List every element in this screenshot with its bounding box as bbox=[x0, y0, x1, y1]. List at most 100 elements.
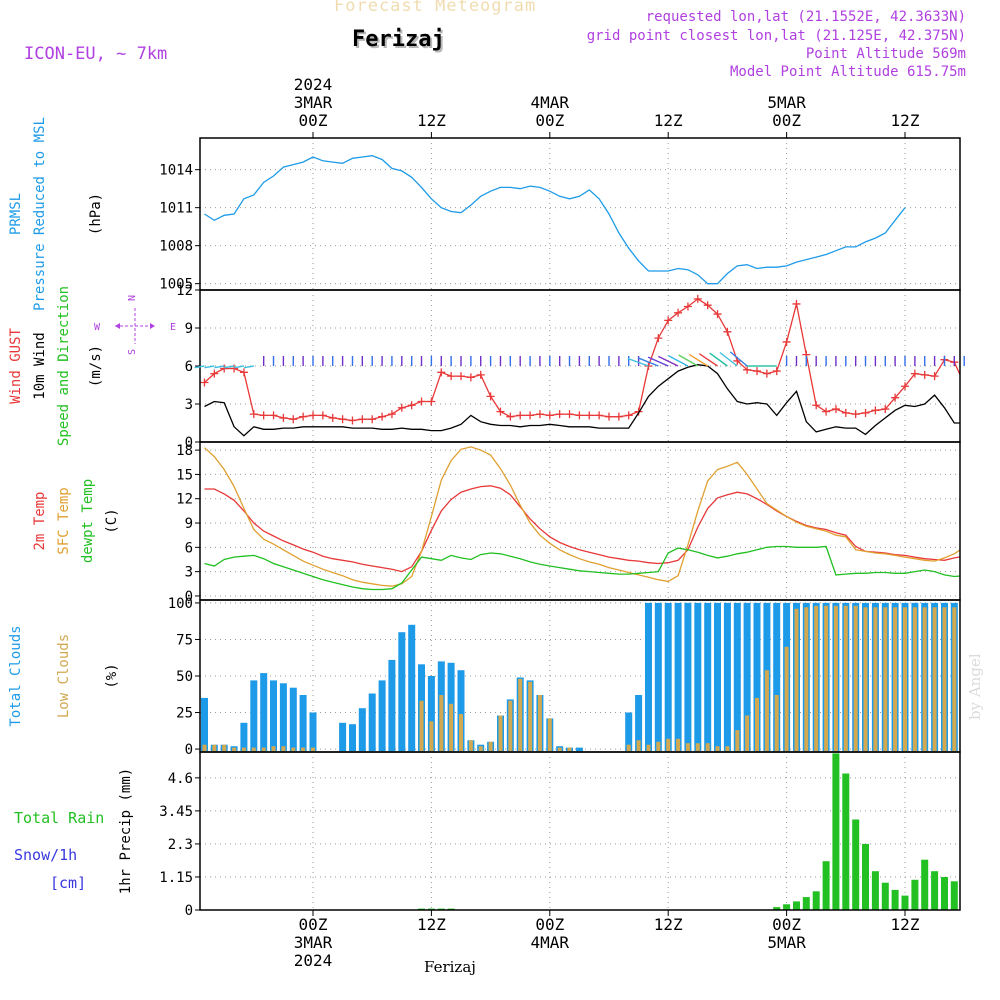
wind-direction-arrow bbox=[729, 351, 748, 367]
gust-marker bbox=[644, 362, 653, 370]
gust-marker bbox=[486, 392, 495, 401]
bar-total-clouds bbox=[289, 687, 297, 752]
bar-total-clouds bbox=[457, 670, 465, 752]
model-altitude: Model Point Altitude 615.75m bbox=[729, 64, 966, 80]
gust-marker bbox=[506, 412, 515, 421]
time-label-top: 12Z bbox=[891, 111, 920, 130]
y-axis-label: Speed and Direction bbox=[56, 286, 72, 446]
bar-low-clouds bbox=[735, 730, 740, 752]
bar-low-clouds bbox=[646, 744, 651, 752]
gust-marker bbox=[812, 401, 821, 410]
bar-total-rain bbox=[871, 871, 879, 910]
y-tick-label: 1005 bbox=[159, 277, 193, 293]
bar-low-clouds bbox=[518, 678, 523, 752]
legend-total-rain: Total Rain bbox=[14, 809, 104, 827]
gust-marker bbox=[259, 411, 268, 420]
gust-marker bbox=[772, 367, 781, 376]
y-axis-label: Wind GUST bbox=[8, 328, 24, 404]
gust-marker bbox=[851, 410, 860, 419]
panel-precip-plot bbox=[200, 752, 960, 910]
bar-total-clouds bbox=[645, 602, 652, 752]
gust-marker bbox=[210, 369, 219, 378]
compass-north: N bbox=[127, 295, 138, 301]
y-axis-label: dewpt Temp bbox=[80, 479, 96, 563]
unit-label: (m/s) bbox=[88, 345, 104, 387]
y-axis-label: 1hr Precip (mm) bbox=[118, 768, 134, 894]
bar-low-clouds bbox=[814, 605, 819, 751]
compass-west: W bbox=[94, 322, 101, 333]
bar-low-clouds bbox=[784, 646, 789, 752]
bar-low-clouds bbox=[774, 695, 779, 752]
bar-low-clouds bbox=[459, 714, 463, 752]
gust-marker bbox=[565, 410, 574, 419]
gust-marker bbox=[605, 412, 613, 421]
gust-marker bbox=[555, 410, 564, 419]
time-label-top: 12Z bbox=[654, 111, 683, 130]
wind-direction-arrow bbox=[214, 365, 225, 369]
bar-low-clouds bbox=[537, 695, 542, 752]
bar-total-clouds bbox=[279, 683, 287, 752]
wind-direction-arrow bbox=[688, 353, 709, 367]
y-axis-label: 10m Wind bbox=[32, 332, 48, 399]
gust-marker bbox=[713, 310, 722, 319]
bar-low-clouds bbox=[291, 747, 296, 752]
bar-total-rain bbox=[891, 889, 899, 910]
bar-low-clouds bbox=[982, 621, 986, 752]
gust-marker bbox=[703, 301, 712, 310]
gust-marker bbox=[743, 365, 752, 374]
gust-marker bbox=[437, 368, 446, 377]
gust-marker bbox=[753, 367, 761, 376]
bar-total-clouds bbox=[201, 697, 208, 752]
gust-marker bbox=[930, 372, 939, 381]
panel-pressure-frame bbox=[199, 137, 961, 291]
wind-direction-arrow bbox=[233, 365, 245, 369]
bar-low-clouds bbox=[764, 670, 769, 752]
gust-marker bbox=[249, 410, 258, 419]
wind-direction-arrow bbox=[719, 351, 738, 367]
legend-unit: [cm] bbox=[50, 874, 86, 892]
gust-marker bbox=[526, 411, 535, 420]
y-tick-label: 0 bbox=[185, 435, 193, 451]
unit-label: (C) bbox=[104, 508, 120, 533]
bar-total-rain bbox=[931, 871, 939, 910]
bar-low-clouds bbox=[972, 613, 976, 751]
bar-total-clouds bbox=[299, 695, 307, 752]
gust-marker bbox=[496, 407, 505, 416]
bar-total-rain bbox=[812, 891, 820, 910]
bar-low-clouds bbox=[952, 607, 957, 752]
compass-cross bbox=[115, 308, 155, 344]
gust-marker bbox=[318, 411, 327, 420]
bar-low-clouds bbox=[695, 743, 700, 751]
gust-marker bbox=[871, 406, 880, 415]
bar-low-clouds bbox=[439, 695, 444, 752]
bar-total-clouds bbox=[971, 606, 978, 751]
bar-total-clouds bbox=[714, 602, 721, 752]
bar-total-clouds bbox=[694, 602, 702, 752]
bar-total-clouds bbox=[349, 724, 356, 751]
panel-temperature-plot bbox=[200, 442, 960, 600]
time-label-bottom: 00Z bbox=[299, 915, 328, 934]
bar-low-clouds bbox=[824, 605, 829, 751]
bar-low-clouds bbox=[922, 607, 927, 752]
bar-total-clouds bbox=[378, 680, 386, 752]
bar-total-rain bbox=[862, 843, 869, 910]
bar-low-clouds bbox=[429, 721, 434, 752]
bar-total-clouds bbox=[368, 693, 376, 751]
gust-marker bbox=[693, 294, 702, 303]
gust-marker bbox=[831, 405, 840, 414]
y-axis-label: Total Clouds bbox=[8, 625, 24, 726]
bar-low-clouds bbox=[251, 747, 256, 752]
gust-marker bbox=[466, 373, 475, 382]
wind-direction-arrow bbox=[709, 352, 728, 367]
gust-marker bbox=[239, 368, 248, 377]
bar-low-clouds bbox=[271, 746, 276, 752]
bar-total-rain bbox=[793, 901, 800, 910]
wind-direction-arrow bbox=[647, 356, 669, 367]
time-label-bottom: 00Z bbox=[772, 915, 801, 934]
series-line-dewpt-temp bbox=[204, 545, 960, 591]
y-axis-label: 2m Temp bbox=[32, 491, 48, 550]
bar-low-clouds bbox=[853, 605, 858, 751]
bar-low-clouds bbox=[903, 607, 907, 752]
bar-low-clouds bbox=[508, 700, 513, 751]
